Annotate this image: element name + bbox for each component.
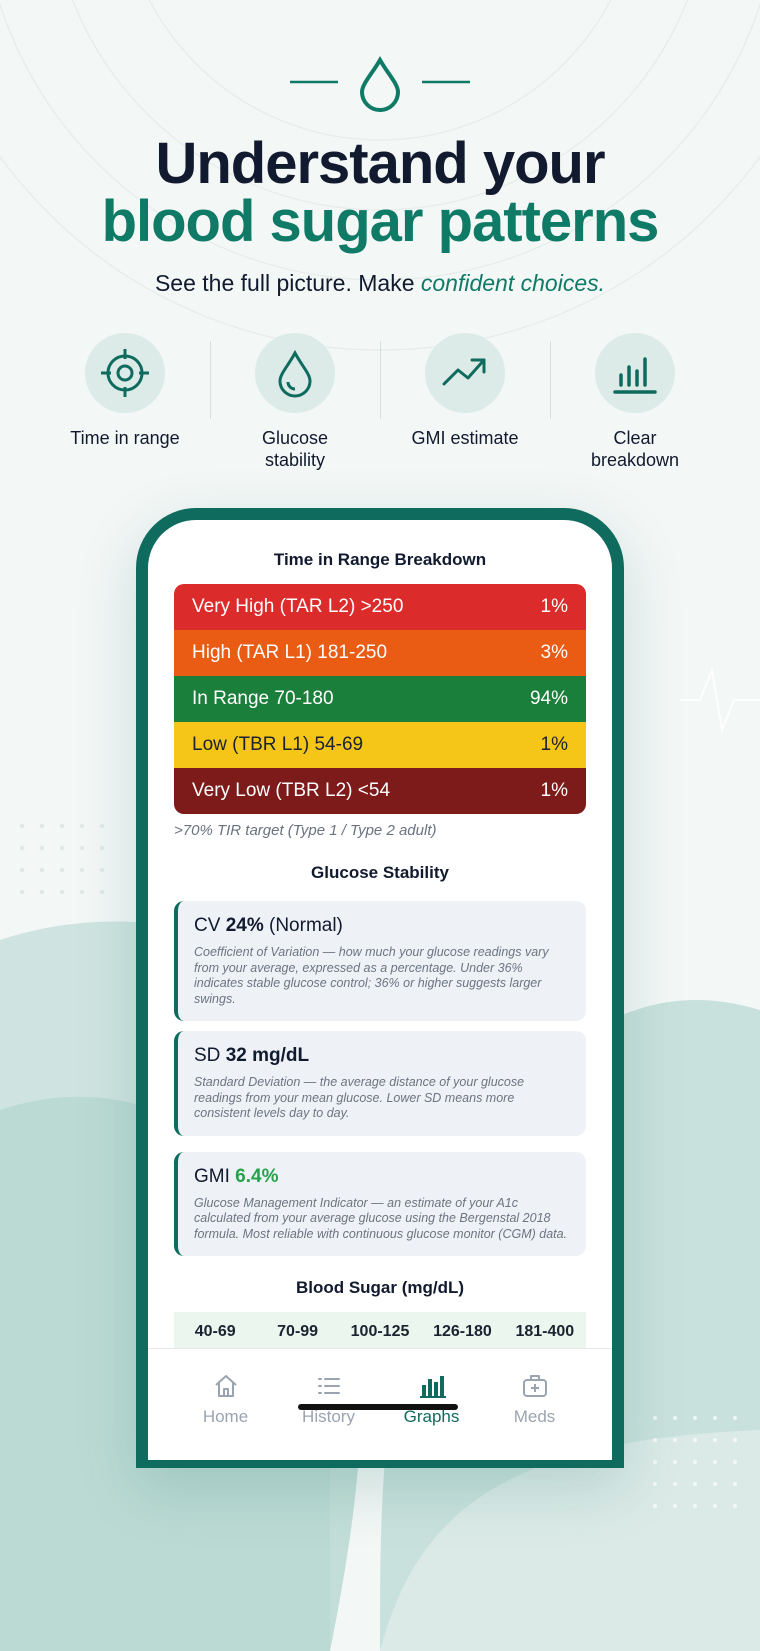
tir-row-label: Very High (TAR L2) >250 bbox=[192, 596, 404, 617]
feature-label: GMI estimate bbox=[411, 428, 519, 448]
tab-meds[interactable]: Meds bbox=[483, 1349, 586, 1460]
range-cell: 126-180 bbox=[433, 1323, 492, 1340]
range-cell: 100-125 bbox=[350, 1323, 410, 1340]
list-icon bbox=[317, 1378, 340, 1394]
feature-list: Time in range Glucose stability GMI esti… bbox=[40, 333, 720, 478]
tir-row-label: In Range 70-180 bbox=[192, 688, 334, 709]
tir-row-label: Very Low (TBR L2) <54 bbox=[192, 780, 391, 801]
feature-clear-breakdown: Clear breakdown bbox=[550, 333, 720, 478]
tir-row-label: Low (TBR L1) 54-69 bbox=[192, 734, 364, 755]
medkit-icon bbox=[522, 1375, 547, 1397]
header-droplet-emblem bbox=[290, 55, 470, 112]
tab-label: Home bbox=[202, 1407, 249, 1426]
range-cell: 70-99 bbox=[277, 1323, 319, 1340]
target-icon bbox=[101, 349, 149, 397]
headline-line-1: Understand your bbox=[155, 131, 605, 196]
feature-gmi-estimate: GMI estimate bbox=[380, 333, 550, 478]
headline-line-2: blood sugar patterns bbox=[101, 189, 660, 254]
cv-card: CV 24% (Normal) Coefficient of Variation… bbox=[174, 901, 586, 1021]
tir-row-value: 1% bbox=[540, 734, 568, 755]
tab-history[interactable]: History bbox=[277, 1349, 380, 1460]
cv-value: 24% bbox=[225, 915, 264, 936]
gmi-description: Glucose Management Indicator — an estima… bbox=[194, 1195, 568, 1241]
tir-row-value: 94% bbox=[529, 688, 568, 709]
subtitle: See the full picture. Make confident cho… bbox=[154, 270, 606, 296]
bar-chart-icon bbox=[613, 357, 657, 394]
blood-sugar-title: Blood Sugar (mg/dL) bbox=[295, 1278, 465, 1297]
bar-chart-icon bbox=[419, 1376, 446, 1398]
phone-screen: Time in Range Breakdown Very High (TAR L… bbox=[148, 520, 612, 1460]
tir-row-in-range: In Range 70-180 94% bbox=[174, 676, 586, 722]
tir-target-note: >70% TIR target (Type 1 / Type 2 adult) bbox=[174, 822, 437, 839]
feature-glucose-stability: Glucose stability bbox=[210, 333, 380, 478]
tir-row-low: Low (TBR L1) 54-69 1% bbox=[174, 722, 586, 768]
subtitle-accent: confident choices. bbox=[420, 270, 606, 296]
tab-bar: Home History Graphs bbox=[148, 1348, 612, 1460]
feature-label: Glucose stability bbox=[261, 428, 329, 470]
gmi-value-line: GMI 6.4% bbox=[194, 1165, 279, 1187]
tir-row-very-high: Very High (TAR L2) >250 1% bbox=[174, 584, 586, 630]
tab-label: History bbox=[302, 1407, 355, 1426]
gmi-value: 6.4% bbox=[235, 1165, 279, 1187]
sd-card: SD 32 mg/dL Standard Deviation — the ave… bbox=[174, 1031, 586, 1136]
cv-value-line: CV 24% (Normal) bbox=[194, 915, 343, 936]
tir-row-very-low: Very Low (TBR L2) <54 1% bbox=[174, 768, 586, 814]
home-icon bbox=[214, 1375, 237, 1397]
range-cell: 181-400 bbox=[515, 1323, 575, 1340]
droplet-icon bbox=[278, 349, 312, 398]
phone-mockup: Time in Range Breakdown Very High (TAR L… bbox=[136, 508, 624, 1468]
tir-row-value: 1% bbox=[540, 596, 568, 617]
tab-label: Meds bbox=[513, 1407, 556, 1426]
tir-table: Very High (TAR L2) >250 1% High (TAR L1)… bbox=[174, 584, 586, 814]
tab-home[interactable]: Home bbox=[174, 1349, 277, 1460]
cv-description: Coefficient of Variation — how much your… bbox=[194, 945, 549, 1006]
feature-label: Clear breakdown bbox=[590, 428, 680, 470]
feature-label: Time in range bbox=[70, 428, 180, 448]
blood-sugar-ranges-row: 40-69 70-99 100-125 126-180 181-400 bbox=[174, 1312, 586, 1352]
tir-row-value: 1% bbox=[540, 780, 568, 801]
tir-title: Time in Range Breakdown bbox=[273, 550, 487, 569]
stability-title: Glucose Stability bbox=[311, 863, 449, 882]
tir-row-value: 3% bbox=[540, 642, 568, 663]
feature-time-in-range: Time in range bbox=[40, 333, 210, 478]
trend-up-icon bbox=[442, 358, 486, 386]
tir-row-high: High (TAR L1) 181-250 3% bbox=[174, 630, 586, 676]
graphs-content[interactable]: Time in Range Breakdown Very High (TAR L… bbox=[174, 520, 586, 1396]
range-cell: 40-69 bbox=[194, 1323, 236, 1340]
tab-graphs[interactable]: Graphs bbox=[380, 1349, 483, 1460]
tab-label: Graphs bbox=[403, 1407, 460, 1426]
home-indicator[interactable] bbox=[298, 1404, 458, 1410]
sd-value-line: SD 32 mg/dL bbox=[194, 1045, 310, 1066]
tir-row-label: High (TAR L1) 181-250 bbox=[192, 642, 388, 663]
sd-description: Standard Deviation — the average distanc… bbox=[194, 1075, 525, 1120]
sd-value: 32 mg/dL bbox=[225, 1045, 310, 1066]
gmi-card: GMI 6.4% Glucose Management Indicator — … bbox=[174, 1151, 586, 1256]
